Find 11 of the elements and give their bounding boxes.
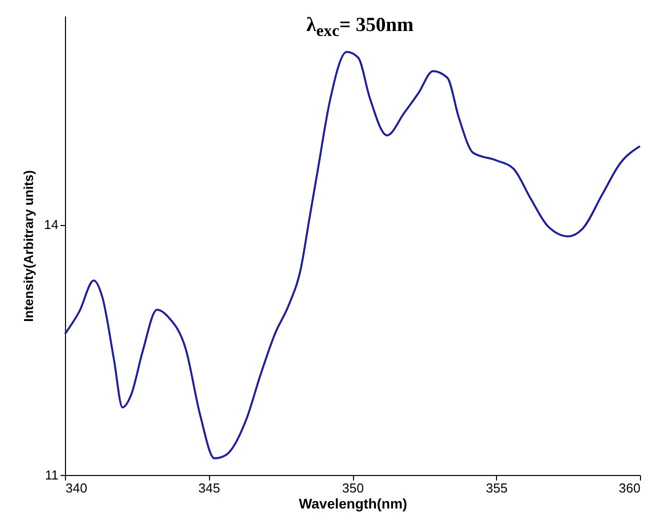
line-series — [64, 50, 641, 460]
x-tick-label: 345 — [198, 480, 220, 496]
x-tick-label: 340 — [66, 480, 88, 496]
x-tick-label: 355 — [486, 480, 508, 496]
x-tick-label: 350 — [342, 480, 364, 496]
y-tick-label: 11 — [45, 468, 58, 482]
chart-title: λ$_{exc}$= 350nm — [305, 14, 415, 41]
y-tick-label: 14 — [44, 217, 58, 232]
y-axis-title: Intensity(Arbitrary units) — [21, 170, 36, 322]
x-tick-label: 360 — [618, 480, 640, 496]
x-axis-title: Wavelength(nm) — [298, 496, 408, 512]
